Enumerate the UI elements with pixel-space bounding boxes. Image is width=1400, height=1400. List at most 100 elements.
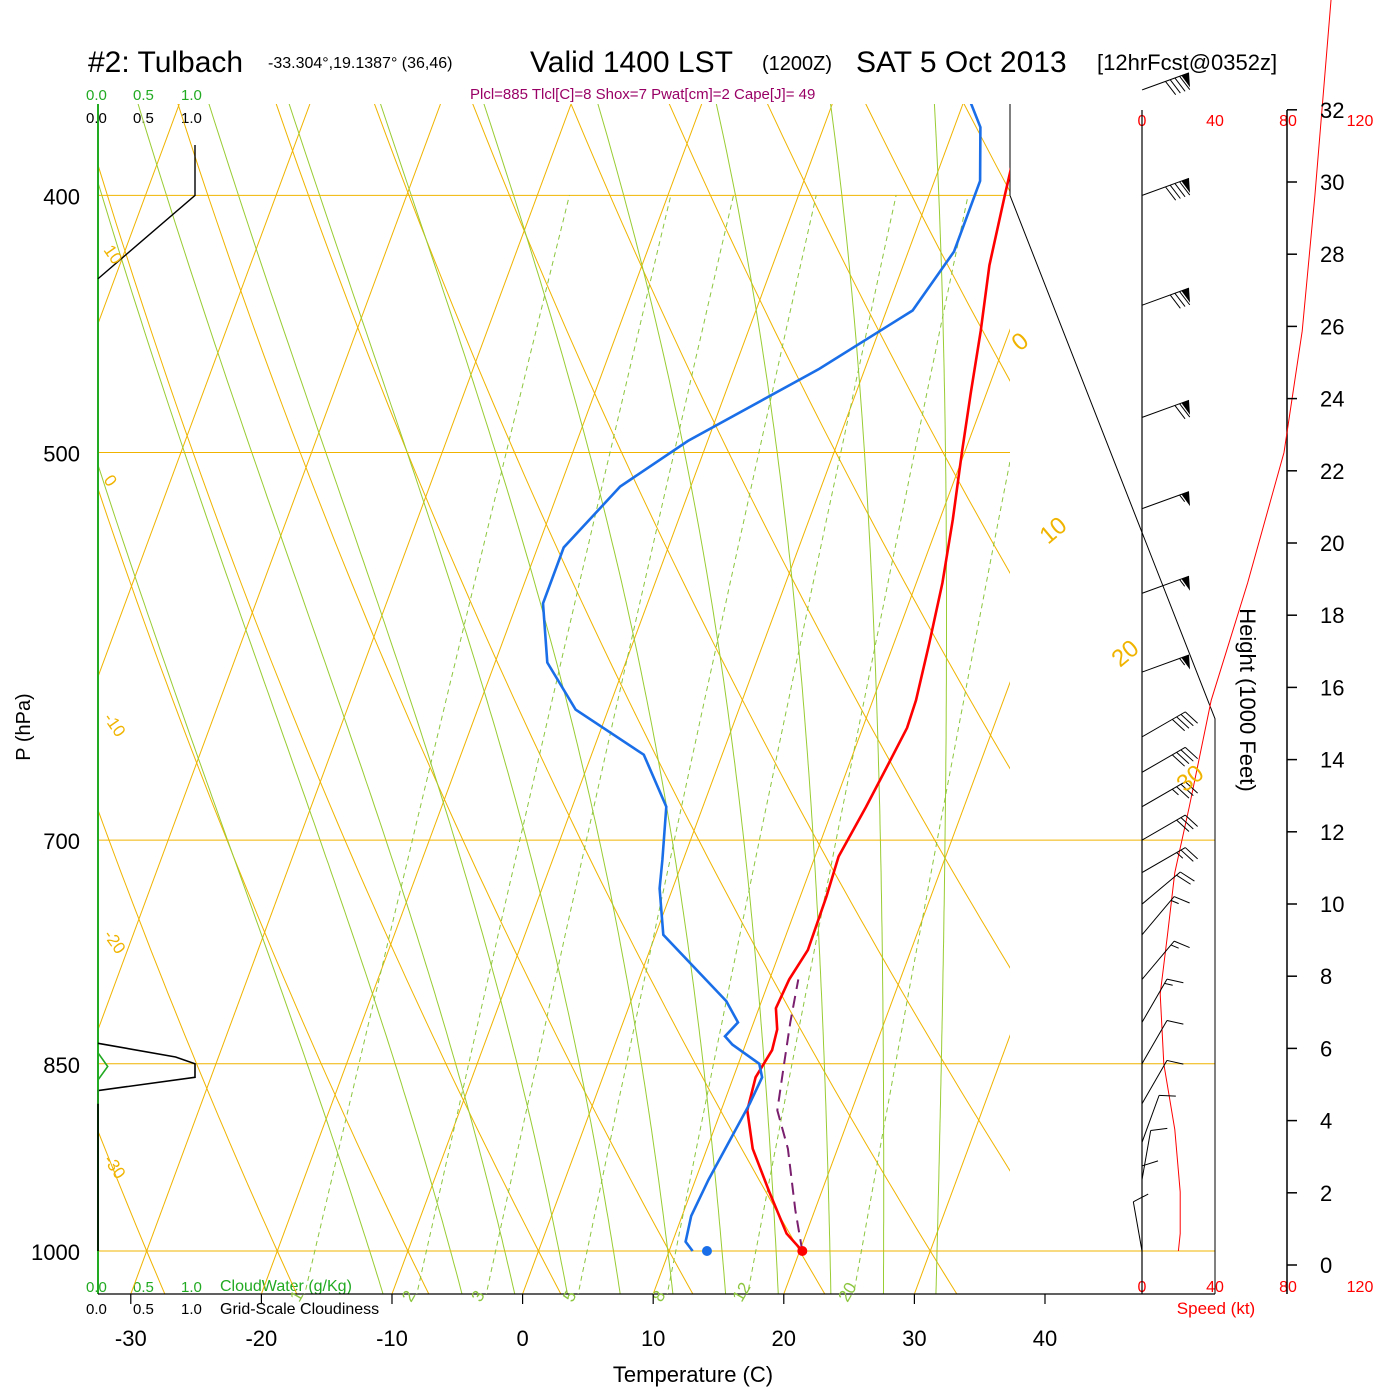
theta-label-left: -30 <box>100 1151 130 1182</box>
title-forecast: [12hrFcst@0352z] <box>1097 50 1277 75</box>
height-axis-label: Height (1000 Feet) <box>1235 608 1260 791</box>
mixing-ratio-line <box>666 195 897 1294</box>
wind-barb-feather <box>1180 871 1195 882</box>
title-station: #2: Tulbach <box>88 46 243 79</box>
surface-dewpoint-marker <box>701 1246 712 1256</box>
height-tick-label: 18 <box>1320 603 1344 628</box>
mixing-ratio-line <box>577 195 817 1294</box>
mixing-ratio-label: 12 <box>729 1279 755 1305</box>
cloudiness-tick-bottom-1: 0.5 <box>133 1301 154 1318</box>
mixing-ratio-label: 5 <box>559 1287 580 1305</box>
wind-barb-feather <box>1180 714 1194 727</box>
speed-axis-label: Speed (kt) <box>1177 1299 1255 1318</box>
title-valid: Valid 1400 LST <box>530 46 733 79</box>
wind-barb-feather <box>1176 716 1190 729</box>
wind-barb-feather <box>1180 849 1194 862</box>
series-temperature <box>745 167 1010 1252</box>
dry-adiabat <box>472 104 1010 1172</box>
wind-barb-feather <box>1174 183 1186 198</box>
isotherm-line <box>130 104 572 1294</box>
theta-label-left: 0 <box>100 471 121 490</box>
wind-barb-staff <box>1141 781 1186 808</box>
moist-adiabat <box>98 463 384 1294</box>
height-tick-label: 8 <box>1320 964 1332 989</box>
dry-adiabat <box>1169 0 1400 1361</box>
isotherm-line <box>260 104 703 1294</box>
moist-adiabat <box>208 104 568 1294</box>
wind-barb-feather <box>1133 1193 1149 1203</box>
dry-adiabat <box>177 104 694 1294</box>
wind-barb-staff <box>1141 575 1190 594</box>
pressure-tick-label: 700 <box>43 829 80 854</box>
temperature-tick-label: 30 <box>902 1326 926 1351</box>
wind-barb <box>1141 1019 1184 1065</box>
wind-barb <box>1141 781 1198 808</box>
wind-barb <box>1141 746 1198 773</box>
wind-barb-staff <box>1141 978 1168 1023</box>
wind-barb <box>1132 1193 1149 1252</box>
wind-barb <box>1141 711 1198 738</box>
wind-barb-feather <box>1171 719 1185 732</box>
wind-barb-half-feather <box>1170 899 1179 905</box>
title-date: SAT 5 Oct 2013 <box>856 46 1067 79</box>
wind-barb-half-feather <box>1164 982 1173 986</box>
wind-barb-feather <box>1169 184 1181 199</box>
speed-tick-top-2: 80 <box>1279 113 1297 130</box>
cloudiness-tick-top-0: 0.0 <box>86 110 107 127</box>
height-tick-label: 28 <box>1320 242 1344 267</box>
surface-temperature-marker <box>797 1246 808 1256</box>
dry-adiabat <box>98 1129 166 1294</box>
height-tick-label: 20 <box>1320 531 1344 556</box>
wind-barb-staff <box>1141 896 1175 936</box>
dry-adiabat <box>98 487 430 1294</box>
isotherm-line <box>1176 104 1400 1294</box>
wind-barb-feather <box>1165 186 1177 201</box>
dry-adiabat <box>373 104 958 1294</box>
wind-barb-feather <box>1169 294 1181 309</box>
isotherm-line <box>98 104 180 326</box>
wind-barb <box>1141 287 1191 309</box>
dry-adiabat <box>865 104 1010 382</box>
theta-label-left: -20 <box>100 926 130 957</box>
height-tick-label: 12 <box>1320 820 1344 845</box>
wind-barb-staff <box>1141 654 1190 673</box>
theta-label-right: 0 <box>1007 327 1035 356</box>
moist-adiabat <box>933 104 947 1294</box>
dry-adiabat <box>963 104 1010 193</box>
wind-barb-feather <box>1180 749 1194 762</box>
cloudiness-tick-bottom-0: 0.0 <box>86 1301 107 1318</box>
wind-barb-feather <box>1173 896 1190 904</box>
mixing-ratio-line <box>853 458 1010 1294</box>
theta-label-right: 20 <box>1107 635 1145 673</box>
dry-adiabat <box>98 163 562 1294</box>
isotherm-line <box>98 104 311 679</box>
temperature-tick-label: 40 <box>1033 1326 1057 1351</box>
cloudwater-profile <box>97 1050 109 1104</box>
temperature-tick-label: 20 <box>772 1326 796 1351</box>
wind-barb-feather <box>1180 817 1194 830</box>
moist-adiabat <box>830 104 885 1294</box>
wind-barb-staff <box>1141 940 1175 980</box>
wind-barb-staff <box>1141 491 1190 510</box>
wind-barb-feather <box>1184 711 1198 724</box>
mixing-ratio-line <box>747 195 969 1294</box>
wind-barb-staff <box>1141 1020 1168 1065</box>
wind-barb-half-feather <box>1176 852 1184 859</box>
wind-barb <box>1141 896 1190 936</box>
wind-barb <box>1141 491 1191 510</box>
wind-barb-feather <box>1176 819 1190 832</box>
wind-barb-flag <box>1181 178 1191 193</box>
moist-adiabat <box>98 180 463 1294</box>
isotherm-line <box>391 104 833 1294</box>
pressure-tick-label: 1000 <box>31 1240 80 1265</box>
sounding-series <box>304 104 1010 1294</box>
height-tick-label: 2 <box>1320 1181 1332 1206</box>
moist-adiabat <box>715 104 832 1294</box>
wind-speed-profile <box>1159 0 1332 1252</box>
wind-barb-feather <box>1165 81 1177 96</box>
speed-tick-bottom-2: 80 <box>1279 1279 1297 1296</box>
mixing-ratio-label: 2 <box>398 1287 419 1305</box>
moist-adiabat <box>137 104 516 1294</box>
speed-tick-top-3: 120 <box>1347 113 1374 130</box>
